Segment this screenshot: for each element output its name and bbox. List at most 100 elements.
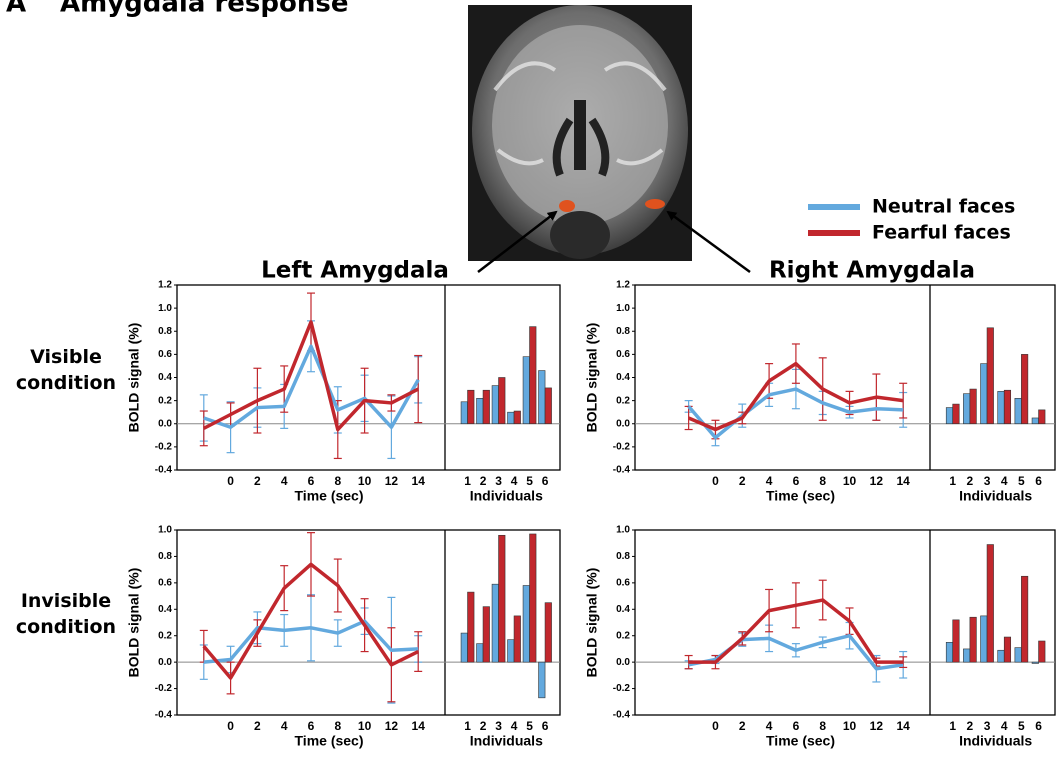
bar xyxy=(492,386,499,424)
x-tick-label: 4 xyxy=(511,474,518,488)
y-tick-label: 0.4 xyxy=(616,372,630,383)
x-axis-label: Individuals xyxy=(959,488,1032,504)
x-tick-label: 14 xyxy=(412,719,426,733)
bar xyxy=(514,411,521,424)
y-tick-label: 0.2 xyxy=(158,395,172,406)
x-tick-label: 14 xyxy=(897,474,911,488)
x-axis-label: Time (sec) xyxy=(295,488,364,504)
legend-label: Neutral faces xyxy=(872,196,1015,218)
y-tick-label: 0.2 xyxy=(158,630,172,641)
x-tick-label: 1 xyxy=(464,719,471,733)
y-tick-label: 0.0 xyxy=(158,657,172,668)
figure-title: Amygdala response xyxy=(60,0,348,19)
y-axis-label: BOLD signal (%) xyxy=(584,323,600,433)
y-tick-label: 0.0 xyxy=(158,418,172,429)
x-tick-label: 1 xyxy=(464,474,471,488)
y-tick-label: 0.8 xyxy=(158,326,172,337)
x-tick-label: 3 xyxy=(984,474,991,488)
x-tick-label: 2 xyxy=(739,719,746,733)
y-tick-label: 0.4 xyxy=(616,604,630,615)
x-tick-label: 4 xyxy=(281,719,288,733)
y-tick-label: 1.0 xyxy=(158,525,172,536)
x-axis-label: Time (sec) xyxy=(766,488,835,504)
x-tick-label: 3 xyxy=(984,719,991,733)
bar xyxy=(1004,390,1011,424)
bar xyxy=(461,633,468,662)
x-tick-label: 8 xyxy=(819,474,826,488)
x-tick-label: 4 xyxy=(1001,474,1008,488)
bar xyxy=(477,398,484,423)
bar xyxy=(970,389,977,424)
bar xyxy=(492,584,499,662)
y-tick-label: 1.2 xyxy=(158,280,172,291)
x-tick-label: 6 xyxy=(542,474,549,488)
x-tick-label: 8 xyxy=(819,719,826,733)
x-tick-label: 4 xyxy=(281,474,288,488)
y-tick-label: -0.4 xyxy=(613,710,631,721)
bar xyxy=(1039,641,1046,662)
bar xyxy=(970,617,977,662)
bar xyxy=(987,328,994,424)
bar xyxy=(483,607,490,663)
x-tick-label: 6 xyxy=(1035,719,1042,733)
bar xyxy=(539,662,546,698)
x-tick-label: 6 xyxy=(308,719,315,733)
x-tick-label: 0 xyxy=(227,719,234,733)
bar xyxy=(1039,410,1046,424)
x-tick-label: 2 xyxy=(967,474,974,488)
x-tick-label: 14 xyxy=(412,474,426,488)
row-label: Visible condition xyxy=(4,344,128,396)
y-tick-label: 0.6 xyxy=(158,349,172,360)
x-axis-label: Time (sec) xyxy=(295,733,364,749)
y-tick-label: 1.0 xyxy=(158,303,172,314)
bar xyxy=(963,649,970,662)
bar xyxy=(998,391,1005,423)
x-tick-label: 5 xyxy=(1018,719,1025,733)
bar xyxy=(1021,354,1027,423)
y-tick-label: 1.2 xyxy=(616,280,630,291)
x-tick-label: 2 xyxy=(254,719,261,733)
bar xyxy=(953,620,960,662)
bar xyxy=(1032,662,1039,663)
y-tick-label: 1.0 xyxy=(616,525,630,536)
x-tick-label: 8 xyxy=(334,474,341,488)
x-tick-label: 10 xyxy=(843,719,857,733)
bar xyxy=(514,616,521,662)
x-tick-label: 6 xyxy=(542,719,549,733)
y-tick-label: -0.2 xyxy=(613,683,631,694)
x-tick-label: 3 xyxy=(495,719,502,733)
y-axis-label: BOLD signal (%) xyxy=(126,568,142,678)
x-tick-label: 0 xyxy=(712,474,719,488)
x-tick-label: 12 xyxy=(385,719,399,733)
bar xyxy=(523,357,530,424)
y-tick-label: 0.6 xyxy=(158,577,172,588)
x-tick-label: 1 xyxy=(949,719,956,733)
bar xyxy=(530,534,537,662)
y-tick-label: -0.4 xyxy=(613,465,631,476)
bar xyxy=(1032,418,1039,424)
bar xyxy=(545,603,552,662)
x-tick-label: 0 xyxy=(712,719,719,733)
x-tick-label: 10 xyxy=(358,719,372,733)
region-label: Left Amygdala xyxy=(261,258,449,284)
x-tick-label: 6 xyxy=(793,474,800,488)
x-tick-label: 6 xyxy=(793,719,800,733)
y-tick-label: 0.0 xyxy=(616,657,630,668)
page: A Amygdala response Left Amygdala Right … xyxy=(0,0,1056,767)
x-tick-label: 3 xyxy=(495,474,502,488)
x-axis-label: Individuals xyxy=(959,733,1032,749)
x-tick-label: 2 xyxy=(967,719,974,733)
bar xyxy=(998,650,1005,662)
x-tick-label: 4 xyxy=(1001,719,1008,733)
x-tick-label: 12 xyxy=(385,474,399,488)
x-tick-label: 4 xyxy=(766,474,773,488)
y-tick-label: 0.6 xyxy=(616,577,630,588)
bar xyxy=(981,364,988,424)
x-tick-label: 8 xyxy=(334,719,341,733)
bar xyxy=(483,390,490,424)
x-tick-label: 2 xyxy=(480,474,487,488)
bar xyxy=(530,327,537,424)
x-tick-label: 2 xyxy=(739,474,746,488)
x-tick-label: 5 xyxy=(1018,474,1025,488)
bar xyxy=(508,412,515,424)
